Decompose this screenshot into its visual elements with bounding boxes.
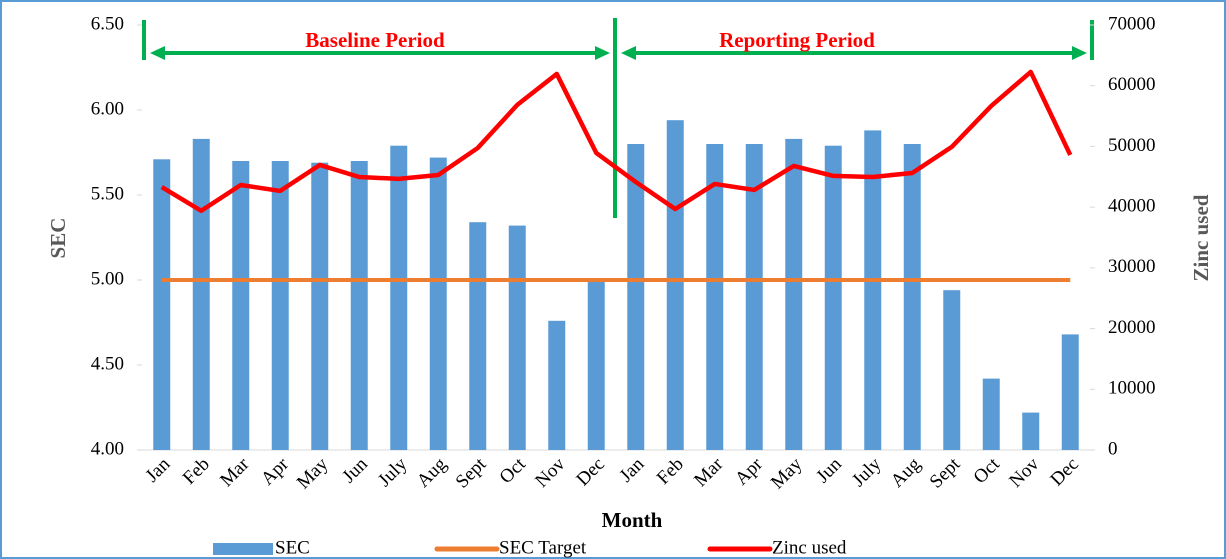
bar bbox=[192, 138, 210, 450]
bar bbox=[982, 378, 1000, 450]
bar bbox=[429, 157, 447, 450]
bar bbox=[469, 222, 487, 450]
y2-tick-label: 60000 bbox=[1108, 74, 1156, 95]
bar bbox=[390, 145, 408, 450]
bar bbox=[232, 161, 250, 450]
y2-tick-label: 20000 bbox=[1108, 317, 1156, 338]
legend-label: Zinc used bbox=[772, 537, 847, 558]
legend-label: SEC bbox=[275, 537, 310, 558]
bar bbox=[153, 159, 171, 451]
bar bbox=[943, 290, 961, 450]
y-tick-label: 6.00 bbox=[91, 98, 124, 119]
bar bbox=[824, 145, 842, 450]
bar bbox=[706, 144, 724, 450]
bar bbox=[903, 144, 921, 450]
bar bbox=[745, 144, 763, 450]
legend-label: SEC Target bbox=[499, 537, 587, 558]
bar bbox=[666, 120, 684, 450]
legend-swatch bbox=[213, 543, 273, 555]
x-axis-title: Month bbox=[602, 508, 663, 532]
annotation: Baseline Period bbox=[305, 28, 445, 52]
y2-tick-label: 40000 bbox=[1108, 196, 1156, 217]
y2-tick-label: 10000 bbox=[1108, 378, 1156, 399]
bar bbox=[1061, 334, 1079, 450]
line bbox=[160, 69, 1073, 214]
period-markers bbox=[142, 18, 1094, 218]
bar bbox=[1022, 412, 1040, 450]
bar bbox=[271, 161, 289, 450]
y-tick-label: 4.00 bbox=[91, 438, 124, 459]
bar bbox=[785, 138, 803, 450]
y-tick-label: 5.00 bbox=[91, 268, 124, 289]
bar bbox=[548, 320, 566, 450]
y2-tick-label: 70000 bbox=[1108, 13, 1156, 34]
bar bbox=[627, 144, 645, 450]
bar bbox=[587, 280, 605, 450]
y2-tick-label: 0 bbox=[1108, 438, 1118, 459]
annotation: Reporting Period bbox=[719, 28, 875, 52]
y2-tick-label: 50000 bbox=[1108, 135, 1156, 156]
y-tick-label: 4.50 bbox=[91, 353, 124, 374]
y2-tick-label: 30000 bbox=[1108, 256, 1156, 277]
y-axis-title: SEC bbox=[46, 218, 70, 259]
bar bbox=[508, 225, 526, 450]
y-tick-label: 6.50 bbox=[91, 13, 124, 34]
bar bbox=[864, 130, 882, 450]
bar bbox=[350, 161, 368, 450]
y-tick-label: 5.50 bbox=[91, 183, 124, 204]
y2-axis-title: Zinc used bbox=[1189, 194, 1213, 281]
bar bbox=[311, 162, 329, 450]
